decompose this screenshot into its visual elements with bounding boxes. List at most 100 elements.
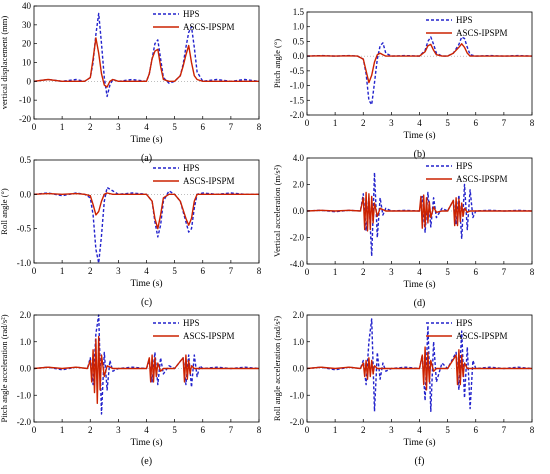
y-axis-label: Vertical acceleration (m/s²) (272, 165, 282, 257)
x-tick-label: 1 (60, 425, 65, 435)
series-line-0 (306, 36, 533, 106)
y-tick-label: -1.0 (17, 390, 32, 400)
chart-panel-4: 0 1 2 3 4 5 6 7 8 -2.0 -1.0 0.0 1.0 2.0 Time (s) Pitch … (0, 310, 262, 467)
legend-label-0: HPS (183, 318, 200, 328)
x-axis-label: Time (s) (130, 134, 162, 145)
x-tick-label: 4 (417, 118, 422, 128)
legend-label-1: ASCS-IPSPM (456, 331, 508, 341)
series-line-0 (306, 318, 533, 412)
x-tick-label: 2 (88, 425, 93, 435)
x-tick-label: 5 (172, 122, 177, 132)
x-tick-label: 4 (144, 122, 149, 132)
x-tick-label: 1 (333, 118, 338, 128)
chart-panel-2: 0 1 2 3 4 5 6 7 8 -1.0 -0.5 0.0 0.5 Time (s) Roll angl… (0, 155, 262, 308)
y-tick-label: 0.0 (293, 51, 305, 61)
x-axis-label: Time (s) (130, 278, 162, 289)
legend-label-0: HPS (456, 318, 473, 328)
x-tick-label: 7 (502, 118, 507, 128)
x-tick-label: 4 (417, 267, 422, 277)
y-axis-label: vertical displacement (mm) (0, 16, 9, 110)
x-tick-label: 4 (417, 425, 422, 435)
y-tick-label: -10 (19, 95, 31, 105)
x-tick-label: 0 (32, 425, 37, 435)
x-tick-label: 2 (361, 118, 366, 128)
chart-panel-5: 0 1 2 3 4 5 6 7 8 -2.0 -1.0 0.0 1.0 2.0 Time (s) Roll a… (272, 310, 535, 467)
x-tick-label: 1 (333, 425, 338, 435)
x-tick-label: 8 (257, 425, 262, 435)
x-tick-label: 0 (305, 425, 310, 435)
x-tick-label: 5 (445, 118, 450, 128)
x-tick-label: 7 (229, 266, 234, 276)
panel-label: (f) (415, 456, 425, 467)
x-axis-label: Time (s) (403, 279, 435, 290)
series-line-0 (306, 171, 533, 257)
panel-label: (a) (141, 153, 152, 164)
x-tick-label: 3 (116, 425, 121, 435)
chart-panel-1: 0 1 2 3 4 5 6 7 8 -2.0 -1.5 -1.0 -0.5 0.0 0.5 1.0 1.5 Tim… (272, 7, 535, 160)
x-tick-label: 3 (389, 118, 394, 128)
x-tick-label: 6 (201, 425, 206, 435)
chart-panel-0: 0 1 2 3 4 5 6 7 8 -20 -10 0 10 20 30 40 Time (s) vertical… (0, 1, 262, 164)
legend: HPS ASCS-IPSPM (426, 318, 508, 341)
y-tick-label: -0.5 (290, 66, 305, 76)
x-tick-label: 7 (229, 122, 234, 132)
y-tick-label: -1.0 (290, 390, 305, 400)
legend-label-0: HPS (183, 163, 200, 173)
y-tick-label: 0.0 (293, 364, 305, 374)
x-tick-label: 3 (389, 425, 394, 435)
x-axis-label: Time (s) (130, 437, 162, 448)
y-tick-label: 2.0 (20, 310, 32, 320)
legend-label-0: HPS (456, 15, 473, 25)
y-tick-label: 0.5 (293, 36, 305, 46)
x-tick-label: 6 (474, 425, 479, 435)
y-tick-label: 40 (22, 1, 32, 11)
y-tick-label: -2.0 (290, 233, 305, 243)
x-tick-label: 2 (361, 267, 366, 277)
x-tick-label: 0 (305, 267, 310, 277)
y-tick-label: 2.0 (293, 310, 305, 320)
panel-label: (d) (414, 298, 426, 309)
x-tick-label: 7 (229, 425, 234, 435)
x-tick-label: 8 (530, 118, 535, 128)
y-axis-label: Pitch angle (°) (272, 39, 282, 88)
x-tick-label: 6 (474, 118, 479, 128)
y-tick-label: -2.0 (17, 417, 32, 427)
x-tick-label: 4 (144, 425, 149, 435)
y-tick-label: 1.0 (293, 22, 305, 32)
y-axis-label: Pitch angle acceleration (rad/s²) (0, 314, 9, 422)
x-tick-label: 5 (445, 425, 450, 435)
y-tick-label: 0.5 (20, 155, 32, 165)
x-tick-label: 5 (445, 267, 450, 277)
y-axis-label: Roll angle acceleration (rad/s²) (272, 316, 282, 421)
y-tick-label: 10 (22, 58, 32, 68)
legend: HPS ASCS-IPSPM (426, 15, 508, 38)
x-axis-label: Time (s) (403, 437, 435, 448)
x-tick-label: 2 (88, 122, 93, 132)
x-tick-label: 8 (530, 267, 535, 277)
legend-label-1: ASCS-IPSPM (183, 331, 235, 341)
x-tick-label: 0 (305, 118, 310, 128)
x-tick-label: 0 (32, 122, 37, 132)
y-tick-label: -2.0 (290, 417, 305, 427)
series-line-1 (306, 43, 532, 84)
legend: HPS ASCS-IPSPM (426, 161, 508, 184)
x-tick-label: 3 (389, 267, 394, 277)
legend: HPS ASCS-IPSPM (153, 163, 235, 186)
panel-label: (c) (141, 297, 152, 308)
y-tick-label: 4.0 (293, 153, 305, 163)
y-tick-label: -1.5 (290, 95, 305, 105)
y-axis-label: Roll angle (°) (0, 188, 9, 235)
x-tick-label: 8 (257, 266, 262, 276)
y-tick-label: -4.0 (290, 259, 305, 269)
x-tick-label: 6 (201, 266, 206, 276)
x-tick-label: 6 (201, 122, 206, 132)
y-tick-label: -1.0 (290, 81, 305, 91)
y-tick-label: 0 (27, 76, 32, 86)
legend-label-1: ASCS-IPSPM (183, 176, 235, 186)
x-tick-label: 2 (88, 266, 93, 276)
x-tick-label: 8 (257, 122, 262, 132)
series-line-1 (33, 37, 259, 88)
y-tick-label: 1.0 (293, 337, 305, 347)
panel-label: (b) (414, 149, 426, 160)
